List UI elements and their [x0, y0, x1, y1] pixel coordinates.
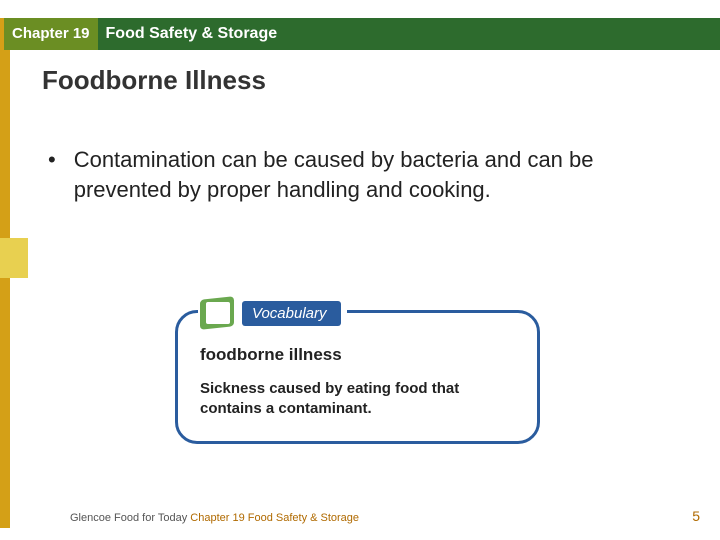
- left-gold-tab: [0, 238, 28, 278]
- vocabulary-tab-label: Vocabulary: [242, 301, 341, 326]
- vocabulary-term: foodborne illness: [200, 345, 515, 365]
- bullet-text: Contamination can be caused by bacteria …: [74, 145, 648, 205]
- page-number: 5: [692, 508, 700, 524]
- slide-title: Foodborne Illness: [42, 65, 266, 96]
- footer-text: Glencoe Food for Today Chapter 19 Food S…: [70, 512, 359, 524]
- chapter-label: Chapter 19: [0, 18, 98, 50]
- vocabulary-box: Vocabulary foodborne illness Sickness ca…: [175, 310, 540, 444]
- bullet-marker: •: [48, 145, 56, 205]
- vocabulary-tab: Vocabulary: [198, 295, 347, 331]
- chapter-title: Food Safety & Storage: [106, 25, 278, 43]
- footer-chapter: Chapter 19: [190, 512, 247, 524]
- bullet-item: • Contamination can be caused by bacteri…: [48, 145, 648, 205]
- footer-prefix: Glencoe Food for Today: [70, 512, 190, 524]
- footer-suffix: Food Safety & Storage: [248, 512, 359, 524]
- book-icon: [198, 295, 238, 331]
- chapter-header: Chapter 19 Food Safety & Storage: [0, 18, 720, 50]
- vocabulary-definition: Sickness caused by eating food that cont…: [200, 379, 515, 419]
- left-gold-bar: [0, 48, 10, 528]
